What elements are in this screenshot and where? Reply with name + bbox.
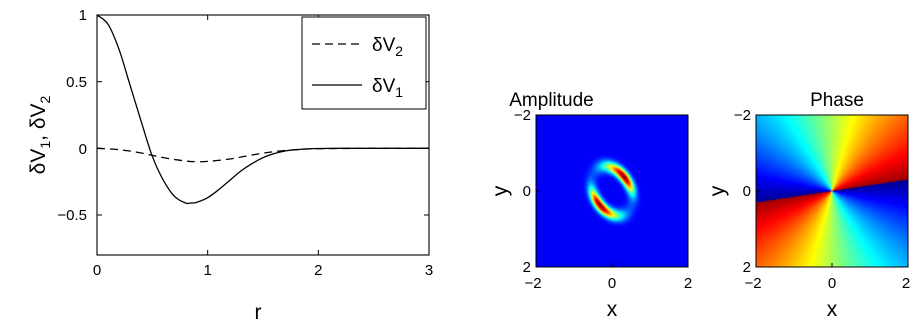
series-line-dashed: [96, 147, 430, 163]
amp-x-tick-neg2: −2: [524, 275, 541, 292]
amp-x-tick-0: 0: [608, 275, 616, 292]
y-axis-label: δV1, δV2: [27, 95, 53, 174]
x-tick-label-2: 2: [314, 262, 322, 279]
line-series-layer: [96, 14, 430, 205]
y-axis-label-part: δV: [27, 149, 50, 175]
amplitude-title: Amplitude: [509, 90, 594, 111]
y-tick-label-neg0.5: −0.5: [57, 207, 87, 224]
amp-x-axis-label: x: [607, 298, 618, 321]
amp-y-axis-label: y: [489, 185, 512, 196]
phase-y-tick-0: 0: [743, 183, 751, 200]
x-tick-label-0: 0: [93, 262, 101, 279]
amp-x-tick-2: 2: [684, 275, 692, 292]
y-tick-label-0: 0: [79, 141, 87, 158]
phase-panel: Phase −2 0 2 −2 0 2 x y: [706, 90, 910, 321]
amplitude-panel: Amplitude −2 0 2 −2 0 2 x y: [489, 90, 692, 321]
phase-x-tick-0: 0: [828, 275, 836, 292]
plot-frame: [96, 14, 430, 256]
line-chart: 1 0.5 0 −0.5 0 1 2 3 r δV1, δV2 δV2 δV1: [27, 7, 433, 324]
phase-heatmap: [756, 115, 908, 267]
phase-title: Phase: [810, 90, 864, 111]
legend-label-dv2: δV2: [372, 35, 403, 59]
x-tick-label-1: 1: [204, 262, 212, 279]
amplitude-heatmap: [536, 115, 688, 267]
phase-x-tick-2: 2: [902, 275, 910, 292]
amp-y-tick-neg2: −2: [514, 107, 531, 124]
legend: δV2 δV1: [301, 16, 427, 110]
phase-x-axis-label: x: [827, 298, 838, 321]
x-axis-label: r: [255, 301, 262, 324]
phase-tick-layer: [755, 114, 909, 268]
legend-label-dv1: δV1: [372, 76, 403, 100]
y-tick-label-0.5: 0.5: [66, 74, 87, 91]
phase-y-tick-neg2: −2: [734, 107, 751, 124]
y-tick-label-1: 1: [79, 7, 87, 24]
amplitude-tick-layer: [535, 114, 689, 268]
amp-y-tick-0: 0: [523, 183, 531, 200]
amp-y-tick-2: 2: [523, 259, 531, 276]
phase-x-tick-neg2: −2: [744, 275, 761, 292]
phase-y-tick-2: 2: [743, 259, 751, 276]
legend-box: [301, 16, 427, 110]
phase-y-axis-label: y: [706, 185, 729, 196]
x-tick-label-3: 3: [425, 262, 433, 279]
